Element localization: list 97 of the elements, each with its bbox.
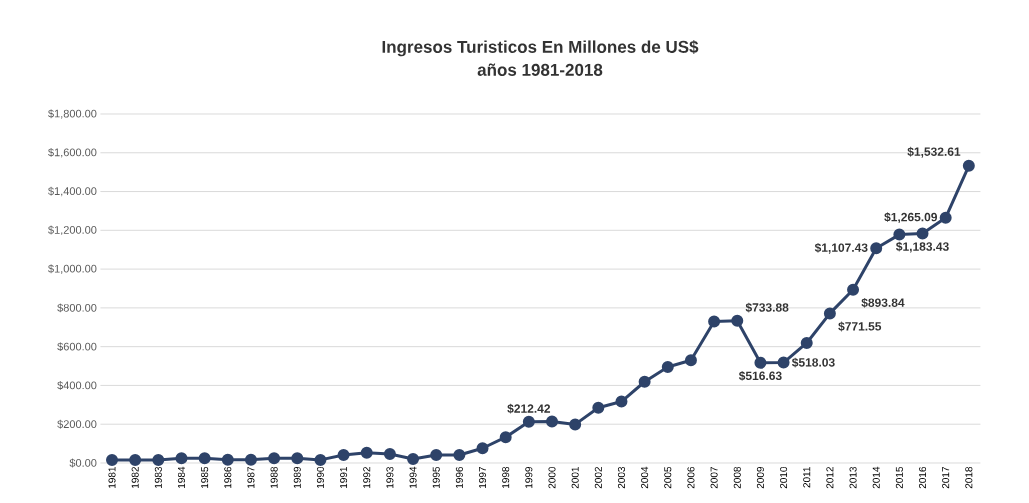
- point: [916, 227, 929, 240]
- point: [546, 415, 558, 428]
- x-tick-label: 1997: [478, 467, 487, 488]
- data-label: $893.84: [861, 297, 905, 308]
- point: [638, 375, 651, 388]
- point: [592, 401, 605, 414]
- point: [198, 452, 211, 465]
- x-tick-label: 2009: [756, 466, 764, 489]
- x-tick-label: 2014: [872, 466, 880, 489]
- x-tick-label: 2004: [641, 466, 649, 489]
- point: [754, 356, 767, 369]
- point: [661, 361, 674, 374]
- data-label: $518.03: [791, 357, 835, 368]
- x-tick-label: 2006: [687, 466, 695, 489]
- x-tick-label: 1995: [432, 466, 440, 488]
- x-tick-label: 2013: [849, 466, 857, 489]
- point: [870, 242, 883, 255]
- x-tick-label: 1993: [386, 466, 394, 488]
- point: [939, 211, 952, 224]
- y-tick-label: $200.00: [57, 419, 97, 429]
- y-tick-label: $800.00: [57, 303, 97, 313]
- point: [708, 315, 721, 328]
- x-tick-label: 2005: [664, 466, 672, 489]
- data-label: $1,107.43: [814, 242, 868, 254]
- point: [106, 454, 119, 467]
- y-tick-label: $1,800.00: [48, 109, 97, 119]
- point: [337, 449, 350, 462]
- data-label: $1,532.61: [907, 146, 961, 158]
- x-tick-label: 2002: [594, 467, 602, 489]
- y-tick-label: $1,400.00: [48, 186, 97, 197]
- x-tick-label: 1990: [316, 466, 324, 488]
- point: [777, 356, 790, 369]
- point: [129, 454, 142, 467]
- x-tick-label: 1999: [525, 466, 533, 488]
- x-tick-label: 1983: [154, 466, 162, 488]
- point: [314, 453, 327, 466]
- x-tick-label: 1994: [409, 466, 417, 488]
- point: [430, 449, 443, 462]
- point: [847, 283, 860, 296]
- x-tick-label: 2007: [710, 467, 718, 489]
- x-tick-label: 1981: [108, 467, 116, 488]
- x-tick-label: 1984: [177, 466, 186, 488]
- x-tick-label: 2016: [918, 466, 927, 489]
- data-label: $1,183.43: [895, 241, 949, 253]
- x-tick-label: 2011: [803, 467, 811, 488]
- y-tick-label: $600.00: [57, 342, 97, 352]
- point: [893, 228, 906, 241]
- x-tick-label: 2008: [733, 466, 741, 489]
- point: [615, 395, 628, 408]
- point: [360, 446, 373, 459]
- point: [221, 453, 234, 466]
- point: [731, 314, 744, 327]
- data-label: $1,265.09: [884, 212, 938, 224]
- x-tick-label: 2018: [965, 466, 973, 489]
- point: [383, 448, 396, 461]
- x-tick-label: 1991: [340, 467, 348, 488]
- data-label: $212.42: [507, 403, 551, 414]
- y-tick-label: $1,200.00: [48, 225, 97, 236]
- point: [291, 452, 304, 465]
- x-tick-label: 1987: [247, 467, 255, 488]
- point: [800, 336, 813, 349]
- x-tick-label: 2017: [942, 467, 950, 489]
- point: [499, 431, 512, 444]
- point: [407, 452, 420, 465]
- x-tick-label: 2012: [826, 467, 834, 489]
- data-label: $771.55: [838, 321, 882, 332]
- point: [453, 449, 466, 462]
- point: [244, 453, 257, 466]
- point: [175, 452, 188, 465]
- point: [823, 307, 836, 320]
- x-tick-label: 1988: [270, 466, 278, 488]
- point: [962, 159, 975, 172]
- y-tick-label: $400.00: [57, 380, 97, 390]
- point: [684, 354, 697, 367]
- x-tick-label: 1998: [502, 466, 510, 488]
- point: [268, 452, 281, 465]
- x-tick-label: 1996: [455, 466, 463, 488]
- x-tick-label: 1992: [363, 467, 371, 488]
- x-tick-label: 2010: [780, 466, 788, 489]
- point: [152, 453, 165, 466]
- x-tick-label: 1985: [201, 466, 209, 488]
- x-tick-label: 2003: [617, 466, 626, 489]
- x-tick-label: 2015: [895, 466, 903, 489]
- x-tick-label: 2001: [571, 467, 579, 489]
- x-tick-label: 1982: [131, 467, 139, 488]
- y-tick-label: $0.00: [69, 458, 97, 468]
- data-label: $733.88: [745, 302, 789, 313]
- point: [522, 415, 535, 428]
- point: [569, 418, 582, 431]
- point: [476, 442, 489, 455]
- x-tick-label: 1989: [293, 466, 301, 488]
- data-label: $516.63: [738, 371, 782, 381]
- y-tick-label: $1,600.00: [48, 148, 97, 158]
- x-tick-label: 1986: [224, 466, 232, 488]
- y-tick-label: $1,000.00: [48, 264, 97, 274]
- chart-title: Ingresos Turisticos En Millones de US$ años 1981-2018: [382, 40, 699, 76]
- x-tick-label: 2000: [548, 466, 556, 489]
